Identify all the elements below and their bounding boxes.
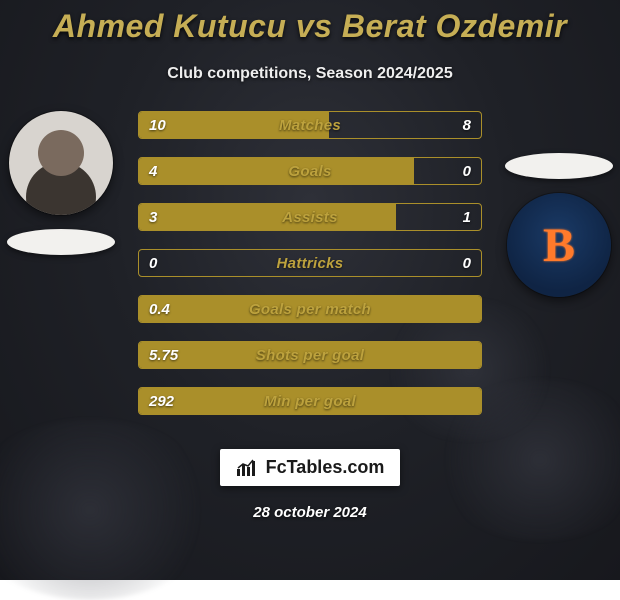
player-left-club-pill xyxy=(7,229,115,255)
stat-row: 0.4Goals per match xyxy=(138,295,482,323)
player-left-column xyxy=(6,111,116,255)
player-right-club-badge: B xyxy=(507,193,611,297)
club-badge-letter: B xyxy=(543,218,575,273)
comparison-title: Ahmed Kutucu vs Berat Ozdemir xyxy=(0,0,620,45)
stat-value-left: 3 xyxy=(149,209,179,226)
stat-value-right: 0 xyxy=(441,255,471,272)
stat-row: 292Min per goal xyxy=(138,387,482,415)
chart-icon xyxy=(236,459,258,477)
stat-label: Goals xyxy=(179,163,441,180)
player-right-column: B xyxy=(504,153,614,297)
stat-value-left: 4 xyxy=(149,163,179,180)
stat-row: 0Hattricks0 xyxy=(138,249,482,277)
player-left-avatar xyxy=(9,111,113,215)
stat-label: Shots per goal xyxy=(179,347,441,364)
stat-row: 5.75Shots per goal xyxy=(138,341,482,369)
stat-value-left: 5.75 xyxy=(149,347,179,364)
stat-value-right: 1 xyxy=(441,209,471,226)
stat-value-left: 10 xyxy=(149,117,179,134)
comparison-subtitle: Club competitions, Season 2024/2025 xyxy=(0,65,620,83)
player-right-club-pill xyxy=(505,153,613,179)
stat-row: 4Goals0 xyxy=(138,157,482,185)
stat-label: Assists xyxy=(179,209,441,226)
stat-label: Goals per match xyxy=(179,301,441,318)
stat-row: 10Matches8 xyxy=(138,111,482,139)
stats-bars: 10Matches84Goals03Assists10Hattricks00.4… xyxy=(138,111,482,415)
stat-row: 3Assists1 xyxy=(138,203,482,231)
stat-value-right: 8 xyxy=(441,117,471,134)
stat-label: Matches xyxy=(179,117,441,134)
fctables-logo-text: FcTables.com xyxy=(266,457,385,478)
stat-label: Hattricks xyxy=(179,255,441,272)
stat-label: Min per goal xyxy=(179,393,441,410)
stat-value-left: 0 xyxy=(149,255,179,272)
fctables-logo[interactable]: FcTables.com xyxy=(220,449,401,486)
page-date: 28 october 2024 xyxy=(0,504,620,521)
stat-value-right: 0 xyxy=(441,163,471,180)
stat-value-left: 292 xyxy=(149,393,179,410)
stat-value-left: 0.4 xyxy=(149,301,179,318)
